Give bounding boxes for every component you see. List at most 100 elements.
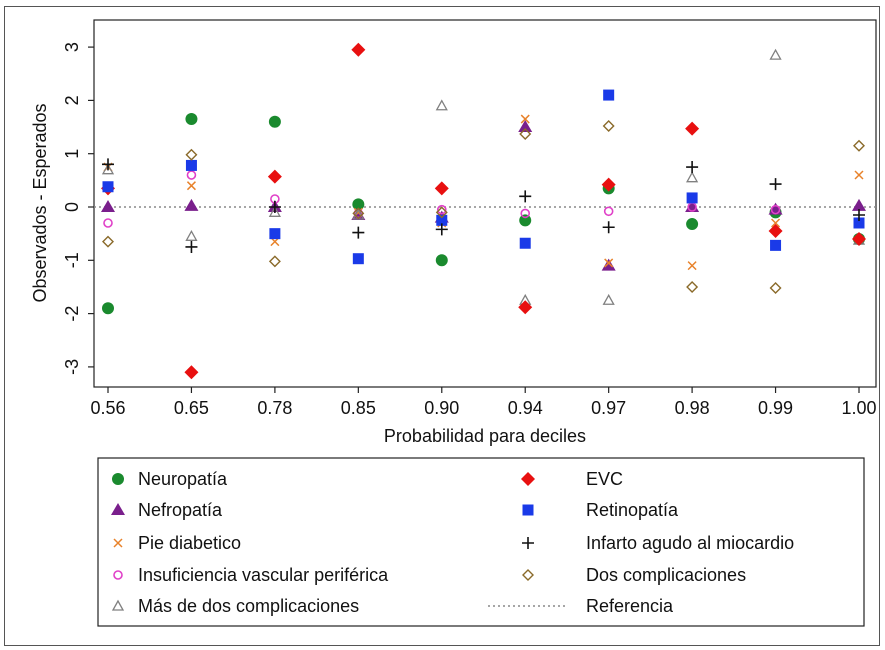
point-mas-de-dos-complicaciones <box>686 171 699 183</box>
point-dos-complicaciones <box>602 119 615 132</box>
point-insuficiencia-vascular-periferica <box>520 208 531 219</box>
y-tick-label: 2 <box>62 95 82 105</box>
point-infarto-agudo-al-miocardio <box>769 178 782 191</box>
point-dos-complicaciones <box>185 148 198 161</box>
legend-marker-mas-de-dos-complicaciones <box>111 599 125 611</box>
y-tick-label: -2 <box>62 306 82 322</box>
point-dos-complicaciones <box>352 207 365 220</box>
point-evc <box>434 181 449 196</box>
legend-marker-dos-complicaciones <box>522 569 534 581</box>
point-evc <box>184 365 199 380</box>
figure-frame <box>4 6 880 646</box>
point-neuropatia <box>352 198 365 211</box>
point-dos-complicaciones <box>686 280 699 293</box>
x-tick-label: 0.65 <box>174 398 209 418</box>
point-dos-complicaciones <box>268 255 281 268</box>
point-evc <box>267 169 282 184</box>
legend-marker-nefropatia <box>111 503 125 515</box>
point-neuropatia <box>268 115 281 128</box>
legend-marker-pie-diabetico <box>113 538 123 548</box>
y-tick-label: -3 <box>62 359 82 375</box>
y-tick-label: 1 <box>62 149 82 159</box>
point-insuficiencia-vascular-periferica <box>770 204 781 215</box>
y-tick-label: -1 <box>62 252 82 268</box>
point-infarto-agudo-al-miocardio <box>185 240 198 253</box>
point-pie-diabetico <box>854 170 864 180</box>
point-evc <box>852 231 866 246</box>
legend-label-mas-de-dos-complicaciones: Más de dos complicaciones <box>138 596 359 616</box>
point-retinopatia <box>269 228 281 240</box>
x-tick-label: 0.85 <box>341 398 376 418</box>
x-tick-label: 0.99 <box>758 398 793 418</box>
point-dos-complicaciones <box>769 282 782 295</box>
point-evc <box>601 177 616 192</box>
point-evc <box>351 42 366 57</box>
point-dos-complicaciones <box>102 235 114 248</box>
legend-label-pie-diabetico: Pie diabetico <box>138 533 241 553</box>
legend-label-referencia: Referencia <box>586 596 674 616</box>
x-tick-label: 0.98 <box>675 398 710 418</box>
point-nefropatia <box>184 198 199 211</box>
point-mas-de-dos-complicaciones <box>185 229 198 241</box>
x-tick-label: 1.00 <box>841 398 876 418</box>
legend-label-infarto-agudo-al-miocardio: Infarto agudo al miocardio <box>586 533 794 553</box>
point-nefropatia <box>518 120 533 133</box>
point-retinopatia <box>352 253 364 265</box>
point-dos-complicaciones <box>435 206 448 219</box>
point-retinopatia <box>519 237 531 249</box>
point-mas-de-dos-complicaciones <box>435 99 448 111</box>
data-points <box>101 42 866 380</box>
point-retinopatia <box>436 214 448 226</box>
point-retinopatia <box>686 192 698 204</box>
point-nefropatia <box>768 202 783 215</box>
x-tick-label: 0.94 <box>508 398 543 418</box>
point-pie-diabetico <box>771 218 781 228</box>
x-axis-label: Probabilidad para deciles <box>384 426 586 446</box>
axes: -3 -2 -1 0 1 2 3 0.56 0.65 0.78 0.85 0.90 0.94 0.97 0.… <box>62 42 877 418</box>
point-mas-de-dos-complicaciones <box>602 293 615 305</box>
point-insuficiencia-vascular-periferica <box>436 204 447 215</box>
point-retinopatia <box>185 159 197 171</box>
x-tick-label: 0.78 <box>257 398 292 418</box>
point-insuficiencia-vascular-periferica <box>103 218 113 228</box>
point-pie-diabetico <box>520 114 530 124</box>
point-neuropatia <box>519 214 532 227</box>
legend-marker-evc <box>521 472 535 486</box>
point-pie-diabetico <box>604 258 614 268</box>
point-mas-de-dos-complicaciones <box>101 163 115 175</box>
point-mas-de-dos-complicaciones <box>268 205 281 217</box>
point-retinopatia <box>853 217 865 229</box>
x-tick-label: 0.90 <box>424 398 459 418</box>
point-nefropatia <box>852 198 866 211</box>
legend-marker-neuropatia <box>112 473 124 485</box>
point-pie-diabetico <box>186 181 196 191</box>
legend-box <box>97 457 865 627</box>
plot-border <box>93 19 877 388</box>
point-insuficiencia-vascular-periferica <box>603 206 614 217</box>
point-dos-complicaciones <box>853 139 865 152</box>
point-dos-complicaciones <box>519 127 532 140</box>
point-infarto-agudo-al-miocardio <box>268 201 281 213</box>
point-infarto-agudo-al-miocardio <box>102 158 114 171</box>
legend-marker-insuficiencia-vascular-periferica <box>113 570 123 580</box>
y-tick-label: 0 <box>62 202 82 212</box>
point-nefropatia <box>601 258 616 271</box>
legend-label-insuficiencia-vascular-periferica: Insuficiencia vascular periférica <box>138 565 389 585</box>
point-neuropatia <box>686 218 699 231</box>
x-tick-label: 0.56 <box>90 398 125 418</box>
legend-label-evc: EVC <box>586 469 623 489</box>
point-evc <box>518 300 533 315</box>
point-infarto-agudo-al-miocardio <box>352 226 365 239</box>
point-pie-diabetico <box>687 261 697 271</box>
legend: Neuropatía EVC Nefropatía Retinopatía Pie di… <box>97 457 865 627</box>
point-retinopatia <box>770 239 782 251</box>
point-infarto-agudo-al-miocardio <box>602 221 615 234</box>
point-retinopatia <box>102 181 114 193</box>
legend-label-dos-complicaciones: Dos complicaciones <box>586 565 746 585</box>
x-tick-label: 0.97 <box>591 398 626 418</box>
plot-area <box>93 19 877 388</box>
legend-label-retinopatia: Retinopatía <box>586 500 679 520</box>
legend-label-neuropatia: Neuropatía <box>138 469 228 489</box>
point-infarto-agudo-al-miocardio <box>853 208 865 221</box>
